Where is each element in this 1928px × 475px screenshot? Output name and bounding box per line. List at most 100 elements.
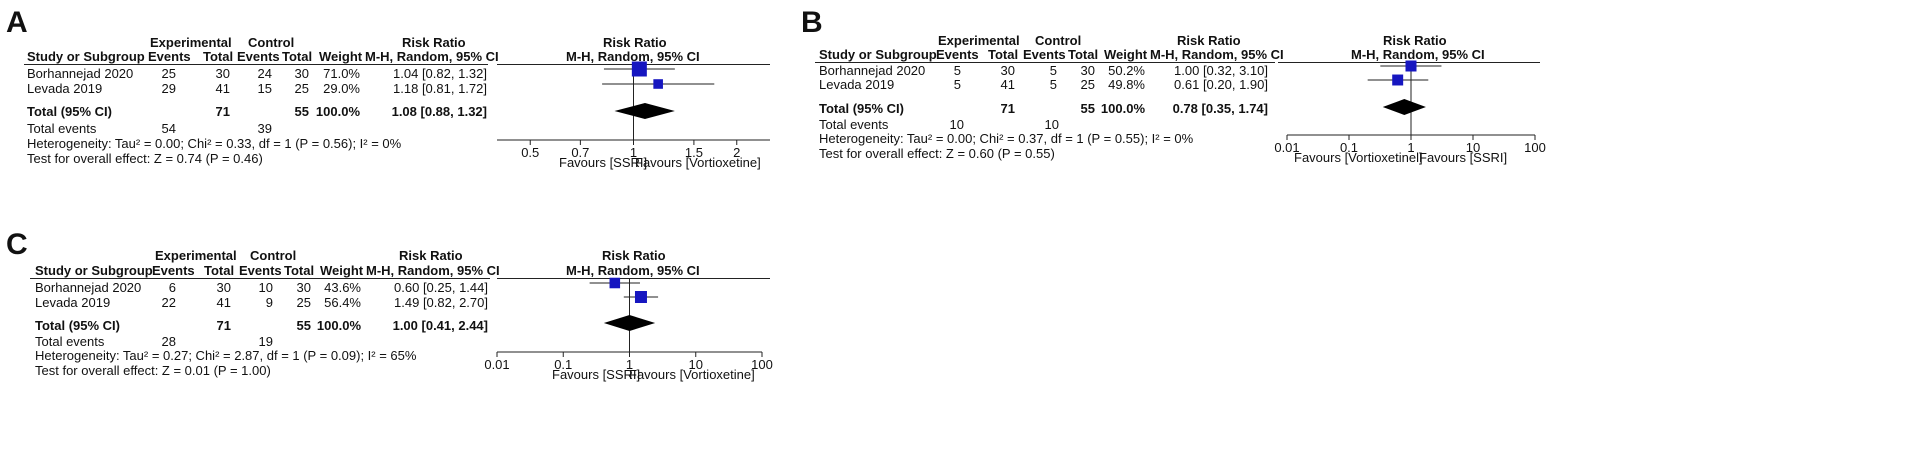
weight: 56.4% <box>324 295 361 310</box>
x-tick-label: 0.1 <box>554 357 572 372</box>
total-exp: 71 <box>216 318 231 333</box>
header-exp-total: Total <box>203 49 234 64</box>
total-weight: 100.0% <box>1100 101 1145 116</box>
ctl-total: 25 <box>296 295 311 310</box>
x-tick-label: 0.01 <box>484 357 509 372</box>
panel-label-b: B <box>801 6 823 39</box>
header-risk-ratio: Risk Ratio <box>402 35 466 50</box>
ctl-events: 15 <box>257 81 272 96</box>
forest-panel-a: A Experimental Control Risk Ratio Risk R… <box>0 0 960 240</box>
favours-right: Favours [SSRI] <box>1419 150 1508 165</box>
overall-effect: Test for overall effect: Z = 0.74 (P = 0… <box>27 151 263 166</box>
exp-events: 22 <box>161 295 176 310</box>
header-control: Control <box>250 248 297 263</box>
ctl-events: 5 <box>1049 63 1057 78</box>
header-risk-ratio-plot: Risk Ratio <box>1383 33 1447 48</box>
header-method: M-H, Random, 95% CI <box>365 49 499 64</box>
header-risk-ratio-plot: Risk Ratio <box>603 35 667 50</box>
header-exp-total: Total <box>204 263 235 278</box>
header-method-plot: M-H, Random, 95% CI <box>566 49 700 64</box>
favours-left: Favours [SSRI] <box>559 155 648 170</box>
exp-events: 5 <box>953 63 961 78</box>
x-tick-label: 1.5 <box>685 145 703 160</box>
x-tick-label: 0.5 <box>521 145 539 160</box>
header-ctl-events: Events <box>1023 47 1066 62</box>
header-weight: Weight <box>1104 47 1148 62</box>
risk-ratio-ci: 0.60 [0.25, 1.44] <box>394 280 488 295</box>
total-events-ctl: 19 <box>258 334 273 349</box>
x-tick-label: 0.1 <box>1340 140 1358 155</box>
weight: 43.6% <box>324 280 361 295</box>
total-exp: 71 <box>1000 101 1015 116</box>
header-exp-total: Total <box>988 47 1019 62</box>
pooled-diamond <box>603 315 656 331</box>
header-rule <box>815 62 1275 63</box>
header-experimental: Experimental <box>155 248 237 263</box>
x-tick-label: 0.7 <box>571 145 589 160</box>
study-box <box>1405 60 1417 72</box>
x-tick-label: 1 <box>1407 140 1414 155</box>
total-ci: 1.08 [0.88, 1.32] <box>391 104 487 119</box>
header-rule <box>24 64 488 65</box>
header-method: M-H, Random, 95% CI <box>366 263 500 278</box>
pooled-diamond <box>1382 99 1426 115</box>
favours-left: Favours [SSRI] <box>552 367 641 382</box>
total-ci: 0.78 [0.35, 1.74] <box>1172 101 1268 116</box>
study-box <box>609 277 621 289</box>
x-tick-label: 1 <box>626 357 633 372</box>
forest-plot-b: 0.01 0.1 1 10 100 <box>1274 60 1546 155</box>
header-ctl-total: Total <box>282 49 313 64</box>
weight: 50.2% <box>1108 63 1145 78</box>
ctl-events: 5 <box>1049 77 1057 92</box>
risk-ratio-ci: 1.18 [0.81, 1.72] <box>393 81 487 96</box>
total-events-ctl: 39 <box>257 121 272 136</box>
header-rule-plot <box>497 278 770 279</box>
x-tick-label: 0.01 <box>1274 140 1299 155</box>
exp-events: 29 <box>161 81 176 96</box>
study-name: Levada 2019 <box>819 77 895 92</box>
total-weight: 100.0% <box>316 318 361 333</box>
pooled-diamond <box>614 103 675 119</box>
exp-total: 41 <box>1000 77 1015 92</box>
total-ctl: 55 <box>296 318 311 333</box>
overall-effect: Test for overall effect: Z = 0.60 (P = 0… <box>819 146 1055 161</box>
ctl-total: 25 <box>294 81 309 96</box>
study-name: Levada 2019 <box>27 81 103 96</box>
risk-ratio-ci: 0.61 [0.20, 1.90] <box>1174 77 1268 92</box>
weight: 29.0% <box>323 81 360 96</box>
x-tick-label: 10 <box>1466 140 1480 155</box>
header-exp-events: Events <box>148 49 191 64</box>
total-events-ctl: 10 <box>1044 117 1059 132</box>
exp-total: 41 <box>215 81 230 96</box>
total-events-label: Total events <box>819 117 889 132</box>
header-weight: Weight <box>320 263 364 278</box>
header-control: Control <box>1035 33 1082 48</box>
ctl-total: 25 <box>1080 77 1095 92</box>
forest-plot-a: 0.5 0.7 1 1.5 2 <box>497 61 770 160</box>
favours-left: Favours [Vortioxetinel] <box>1294 150 1423 165</box>
exp-events: 5 <box>953 77 961 92</box>
risk-ratio-ci: 1.04 [0.82, 1.32] <box>393 66 487 81</box>
header-study: Study or Subgroup <box>35 263 153 278</box>
weight: 49.8% <box>1108 77 1145 92</box>
ctl-events: 24 <box>257 66 272 81</box>
study-name: Borhannejad 2020 <box>819 63 926 78</box>
heterogeneity: Heterogeneity: Tau² = 0.00; Chi² = 0.33,… <box>27 136 402 151</box>
ctl-total: 30 <box>296 280 311 295</box>
panel-label-c: C <box>6 228 28 261</box>
forest-plot-c: 0.01 0.1 1 10 100 <box>484 277 773 372</box>
panel-label-a: A <box>6 6 28 39</box>
favours-right: Favours [Vortioxetine] <box>629 367 755 382</box>
overall-effect: Test for overall effect: Z = 0.01 (P = 1… <box>35 363 271 378</box>
study-box <box>1392 74 1404 86</box>
total-ctl: 55 <box>1080 101 1095 116</box>
study-box <box>653 79 663 89</box>
header-rule <box>30 278 490 279</box>
study-box <box>631 61 647 77</box>
total-events-label: Total events <box>35 334 105 349</box>
forest-panel-c: C Experimental Control Risk Ratio Risk R… <box>0 228 960 468</box>
header-weight: Weight <box>319 49 363 64</box>
header-risk-ratio-plot: Risk Ratio <box>602 248 666 263</box>
study-name: Borhannejad 2020 <box>27 66 134 81</box>
risk-ratio-ci: 1.49 [0.82, 2.70] <box>394 295 488 310</box>
